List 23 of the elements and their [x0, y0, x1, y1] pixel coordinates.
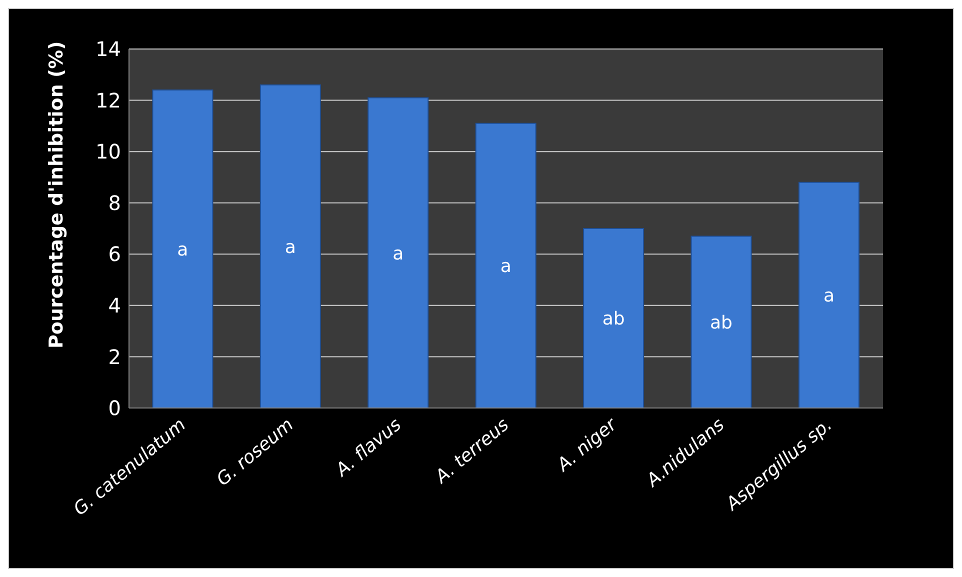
y-axis-title: Pourcentage d'inhibition (%) [46, 41, 68, 348]
data-label: ab [710, 312, 733, 334]
y-tick-label: 12 [96, 88, 121, 112]
y-tick-label: 14 [96, 37, 121, 62]
data-label: a [177, 239, 188, 260]
data-label: a [500, 256, 512, 278]
data-label: a [284, 236, 296, 258]
y-tick-label: 10 [96, 140, 121, 164]
bar [475, 122, 536, 408]
data-label: ab [602, 308, 625, 330]
data-label: a [392, 243, 404, 264]
bar [260, 84, 321, 408]
y-tick-label: 6 [108, 242, 121, 266]
bar [690, 236, 752, 408]
bar [583, 228, 644, 408]
y-tick-label: 4 [108, 294, 121, 318]
y-tick-label: 8 [108, 190, 121, 215]
data-label: a [823, 286, 834, 307]
y-tick-label: 0 [108, 396, 121, 420]
bar [798, 182, 860, 408]
bar [368, 97, 429, 408]
bar [152, 90, 214, 408]
y-tick-label: 2 [108, 344, 121, 369]
